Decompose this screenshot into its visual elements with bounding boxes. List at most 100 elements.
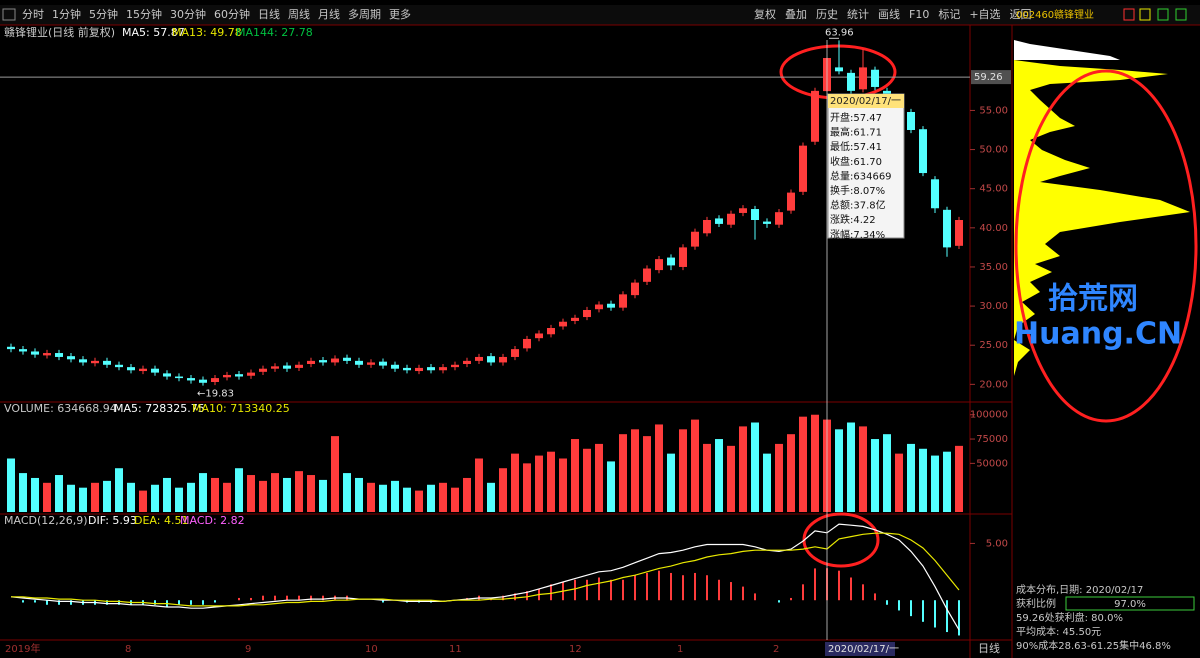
toolbar-icon[interactable]: [1175, 8, 1187, 21]
toolbar-item[interactable]: 画线: [878, 7, 900, 21]
volume-bar: [427, 484, 435, 512]
candle-body: [55, 353, 63, 357]
toolbar-item[interactable]: 5分钟: [89, 7, 118, 21]
candle-body: [619, 294, 627, 308]
cursor-date-box: [825, 642, 895, 656]
macd-line: [11, 532, 960, 607]
menu-icon[interactable]: [2, 8, 16, 21]
toolbar-item[interactable]: 周线: [288, 7, 310, 21]
volume-bar: [355, 477, 363, 512]
x-tick-label: 9: [245, 644, 251, 655]
volume-bar: [163, 477, 171, 512]
volume-bar: [379, 484, 387, 512]
ma5-label: MA5: 57.87: [122, 26, 185, 39]
volume-bar: [799, 416, 807, 512]
volume-bar: [607, 461, 615, 512]
y-tick-label: 55.00: [979, 105, 1008, 116]
candle-body: [787, 192, 795, 211]
price-line-label: 59.26: [974, 72, 1003, 83]
toolbar-icon[interactable]: [1139, 8, 1151, 21]
toolbar-item[interactable]: 更多: [389, 7, 411, 21]
toolbar-item[interactable]: 30分钟: [170, 7, 206, 21]
y-tick-label: 5.00: [986, 538, 1008, 549]
y-tick-label: 50.00: [979, 145, 1008, 156]
tooltip-line: 最高:61.71: [830, 126, 882, 139]
volume-bar: [739, 426, 747, 512]
toolbar-item[interactable]: 1分钟: [52, 7, 81, 21]
candle-body: [79, 359, 87, 363]
volume-bar: [307, 475, 315, 512]
volume-bar: [79, 487, 87, 512]
volume-bar: [787, 434, 795, 512]
volume-bar: [391, 480, 399, 512]
volume-bar: [859, 426, 867, 512]
volume-bar: [475, 458, 483, 512]
volume-bar: [223, 482, 231, 512]
candle-body: [859, 67, 867, 90]
macd-line: [10, 523, 960, 631]
volume-bar: [667, 453, 675, 512]
toolbar-item[interactable]: 分时: [22, 8, 44, 21]
watermark-en: Huang.CN: [1014, 317, 1182, 352]
tooltip-date: 2020/02/17/一: [830, 96, 901, 107]
toolbar-item[interactable]: 历史: [816, 8, 838, 21]
candle-body: [667, 257, 675, 266]
volume-bar: [103, 480, 111, 512]
x-tick-label: 1: [677, 644, 683, 655]
toolbar-item[interactable]: 标记: [938, 7, 960, 21]
candle-body: [535, 333, 543, 339]
volume-bar: [703, 443, 711, 512]
toolbar-item[interactable]: +自选: [969, 8, 1000, 21]
profit-value: 97.0%: [1114, 599, 1146, 610]
volume-bar: [19, 473, 27, 512]
toolbar-item[interactable]: 多周期: [348, 7, 381, 21]
cost-title: 成本分布,日期: 2020/02/17: [1016, 583, 1143, 596]
ma13-label: MA13: 49.78: [172, 26, 242, 39]
profit-label: 获利比例: [1016, 597, 1056, 610]
volume-bar: [895, 453, 903, 512]
macd-label: MACD: 2.82: [180, 514, 245, 527]
candle-body: [847, 72, 855, 91]
toolbar-item[interactable]: 叠加: [785, 8, 807, 21]
candle-body: [691, 231, 699, 247]
toolbar-item[interactable]: 15分钟: [126, 7, 162, 21]
toolbar-item[interactable]: 60分钟: [214, 7, 250, 21]
candle-body: [679, 247, 687, 267]
toolbar-item[interactable]: 复权: [754, 7, 776, 21]
toolbar-item[interactable]: 返回: [1010, 8, 1032, 21]
volume-bar: [403, 487, 411, 512]
volume-bar: [295, 471, 303, 512]
cost-line: 59.26处获利盘: 80.0%: [1016, 611, 1123, 624]
cost-line: 平均成本: 45.50元: [1016, 625, 1101, 638]
volume-bar: [655, 424, 663, 512]
toolbar-item[interactable]: 月线: [318, 7, 340, 21]
volume-bar: [943, 451, 951, 512]
volume-bar: [535, 455, 543, 512]
candle-body: [391, 364, 399, 369]
dif-label: DIF: 5.93: [88, 514, 137, 527]
chart-title: 赣锋锂业(日线 前复权): [4, 25, 115, 39]
toolbar-icon[interactable]: [1123, 8, 1135, 21]
tooltip-line: 收盘:61.70: [830, 155, 882, 168]
toolbar-item[interactable]: 日线: [258, 7, 280, 21]
volume-bar: [775, 443, 783, 512]
candle-body: [811, 90, 819, 142]
volume-bar: [619, 434, 627, 512]
toolbar-item[interactable]: 统计: [847, 8, 869, 21]
volume-bar: [931, 455, 939, 512]
stock-code: 002460: [1016, 10, 1054, 21]
candle-body: [451, 364, 459, 368]
toolbar-item[interactable]: F10: [909, 8, 929, 21]
volume-bar: [559, 458, 567, 512]
candle-body: [7, 346, 15, 350]
candle-body: [31, 351, 39, 355]
volume-bar: [919, 448, 927, 512]
volume-bar: [115, 468, 123, 512]
toolbar-icon[interactable]: [1157, 8, 1169, 21]
volume-bar: [283, 477, 291, 512]
y-tick-label: 30.00: [979, 301, 1008, 312]
low-annotation: ←19.83: [197, 389, 234, 400]
period-label: 日线: [978, 641, 1000, 655]
volume-bar: [139, 490, 147, 512]
candle-body: [151, 368, 159, 373]
